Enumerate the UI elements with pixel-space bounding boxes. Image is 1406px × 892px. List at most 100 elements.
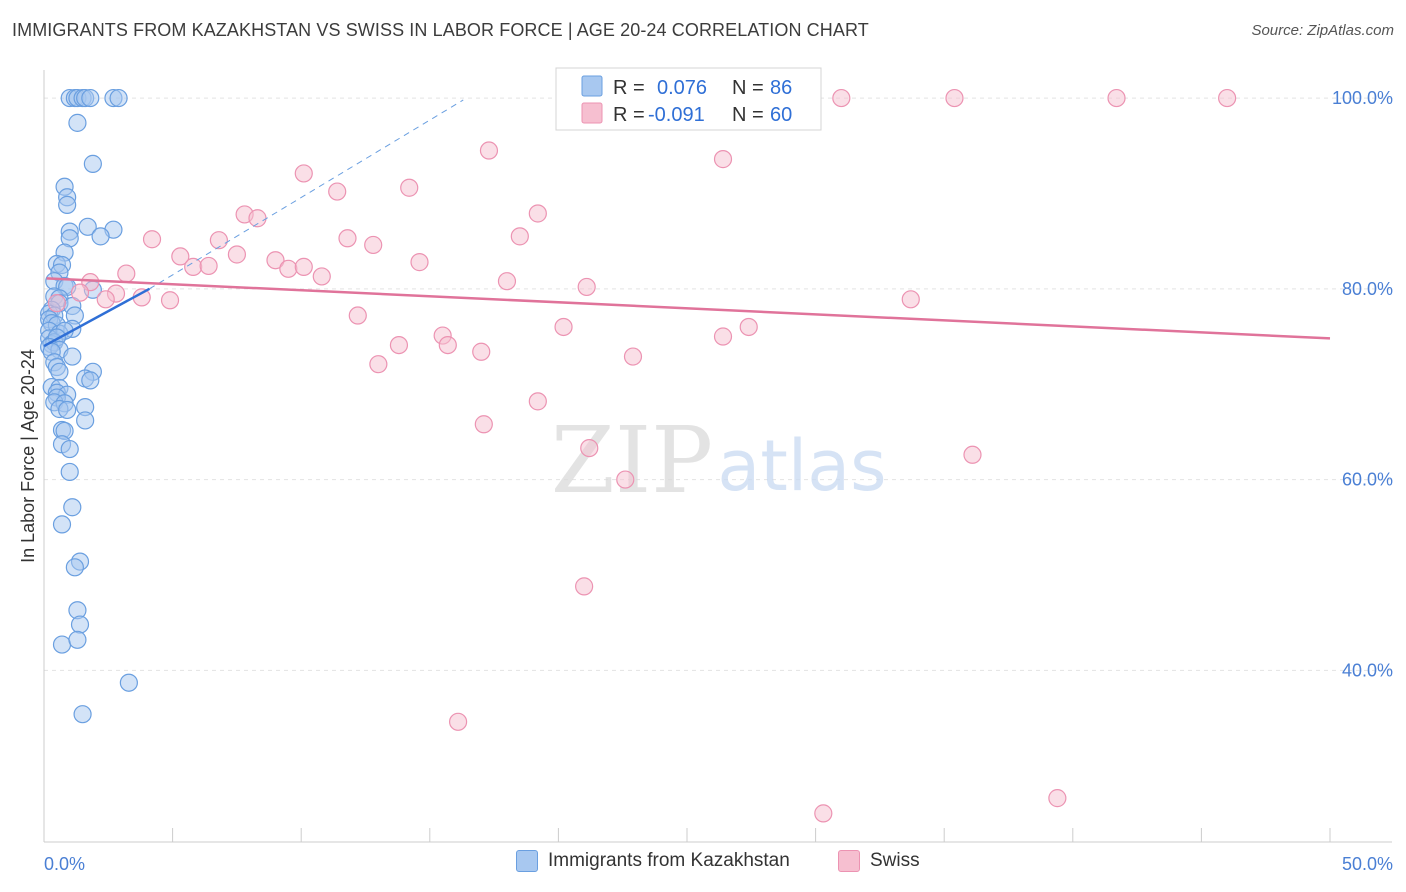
swiss-point: [623, 347, 643, 366]
kazakhstan-point: [52, 515, 72, 534]
y-tick-label: 80.0%: [1342, 279, 1393, 299]
kazakhstan-point: [68, 630, 87, 649]
legend-r-value-1: 0.076: [657, 77, 707, 99]
y-axis-tick-labels: 40.0% 60.0% 80.0% 100.0%: [1332, 88, 1393, 680]
bottom-legend-kazakhstan: Immigrants from Kazakhstan: [516, 850, 790, 872]
swiss-point: [160, 291, 180, 310]
kazakhstan-point: [65, 558, 84, 577]
swiss-point: [963, 445, 982, 464]
swiss-point: [348, 306, 367, 325]
legend-n-value-1: 86: [770, 77, 792, 99]
swiss-point: [945, 88, 964, 108]
swiss-point: [279, 259, 298, 278]
swiss-point: [47, 294, 66, 313]
swiss-point: [227, 245, 246, 264]
swiss-point: [328, 182, 347, 201]
kazakhstan-point: [91, 227, 110, 246]
swiss-point: [184, 257, 203, 276]
y-axis-label: In Labor Force | Age 20-24: [18, 349, 38, 563]
y-tick-label: 40.0%: [1342, 660, 1393, 680]
legend-swatch-swiss: [581, 102, 603, 124]
swiss-point: [400, 178, 419, 197]
trend-lines: [43, 99, 1331, 348]
swiss-point: [580, 439, 599, 458]
bottom-legend-swatch-kazakhstan: [516, 850, 538, 872]
watermark-atlas: atlas: [717, 425, 886, 507]
swiss-point: [474, 415, 493, 434]
kazakhstan-trend-line: [43, 287, 151, 348]
swiss-point: [1107, 88, 1126, 108]
swiss-point: [171, 247, 190, 266]
series-kazakhstan-points: [40, 88, 138, 724]
swiss-point: [528, 392, 547, 411]
bottom-legend-label-kazakhstan: Immigrants from Kazakhstan: [548, 850, 790, 871]
swiss-point: [832, 88, 851, 108]
bottom-legend-swiss: Swiss: [838, 850, 920, 872]
kazakhstan-point: [60, 462, 79, 482]
kazakhstan-point: [58, 400, 77, 420]
swiss-point: [70, 283, 90, 302]
chart-source: Source: ZipAtlas.com: [1251, 22, 1394, 39]
kazakhstan-point: [81, 371, 100, 390]
x-tick-label: 50.0%: [1342, 854, 1393, 874]
x-axis-tick-labels: 0.0% 50.0%: [44, 854, 1393, 874]
kazakhstan-point: [70, 615, 90, 634]
swiss-point: [312, 267, 331, 286]
series-swiss-points: [47, 88, 1237, 823]
swiss-point: [577, 277, 596, 297]
swiss-point: [117, 264, 136, 283]
legend-r-label-1: R =: [613, 77, 645, 99]
swiss-point: [814, 804, 833, 823]
swiss-point: [199, 256, 218, 276]
chart-title: IMMIGRANTS FROM KAZAKHSTAN VS SWISS IN L…: [12, 20, 869, 40]
swiss-point: [96, 290, 115, 309]
swiss-point: [616, 470, 635, 489]
swiss-point: [510, 227, 529, 246]
legend-n-label-1: N =: [732, 77, 764, 99]
kazakhstan-point: [76, 411, 95, 430]
x-axis-ticks: [43, 828, 1331, 842]
kazakhstan-point: [109, 88, 128, 108]
swiss-point: [739, 317, 758, 337]
kazakhstan-point: [83, 154, 102, 173]
swiss-point: [142, 230, 162, 249]
kazakhstan-point: [52, 635, 72, 654]
swiss-point: [448, 712, 468, 731]
swiss-point: [294, 164, 313, 183]
watermark-zip: ZIP: [551, 407, 713, 514]
swiss-point: [364, 235, 383, 255]
swiss-trend-line: [46, 277, 1331, 340]
kazakhstan-point: [78, 217, 97, 236]
legend-swatch-kazakhstan: [581, 75, 603, 97]
swiss-point: [901, 290, 920, 309]
kazakhstan-point: [63, 347, 82, 366]
correlation-legend: R = 0.076 N = 86 R = -0.091 N = 60: [555, 67, 822, 131]
swiss-point: [575, 577, 594, 596]
gridlines: [44, 97, 1392, 671]
swiss-point: [266, 251, 285, 270]
kazakhstan-point: [60, 439, 79, 459]
x-tick-label: 0.0%: [44, 854, 85, 874]
swiss-point: [1048, 789, 1067, 808]
swiss-point: [338, 229, 357, 248]
swiss-point: [389, 335, 409, 355]
bottom-legend-label-swiss: Swiss: [870, 850, 920, 871]
kazakhstan-point: [73, 705, 92, 724]
swiss-point: [1218, 88, 1237, 108]
swiss-point: [713, 150, 733, 169]
legend-r-label-2: R =: [613, 104, 645, 126]
kazakhstan-point: [63, 498, 82, 517]
legend-r-value-2: -0.091: [648, 104, 705, 126]
legend-n-value-2: 60: [770, 104, 792, 126]
y-tick-label: 60.0%: [1342, 470, 1393, 490]
kazakhstan-point: [68, 113, 87, 132]
kazakhstan-point: [50, 362, 69, 381]
swiss-point: [438, 335, 457, 355]
swiss-point: [294, 257, 313, 276]
bottom-legend-swatch-swiss: [838, 850, 860, 872]
swiss-point: [209, 231, 228, 250]
kazakhstan-point: [81, 88, 100, 108]
swiss-point: [472, 342, 491, 361]
swiss-point: [528, 204, 547, 223]
